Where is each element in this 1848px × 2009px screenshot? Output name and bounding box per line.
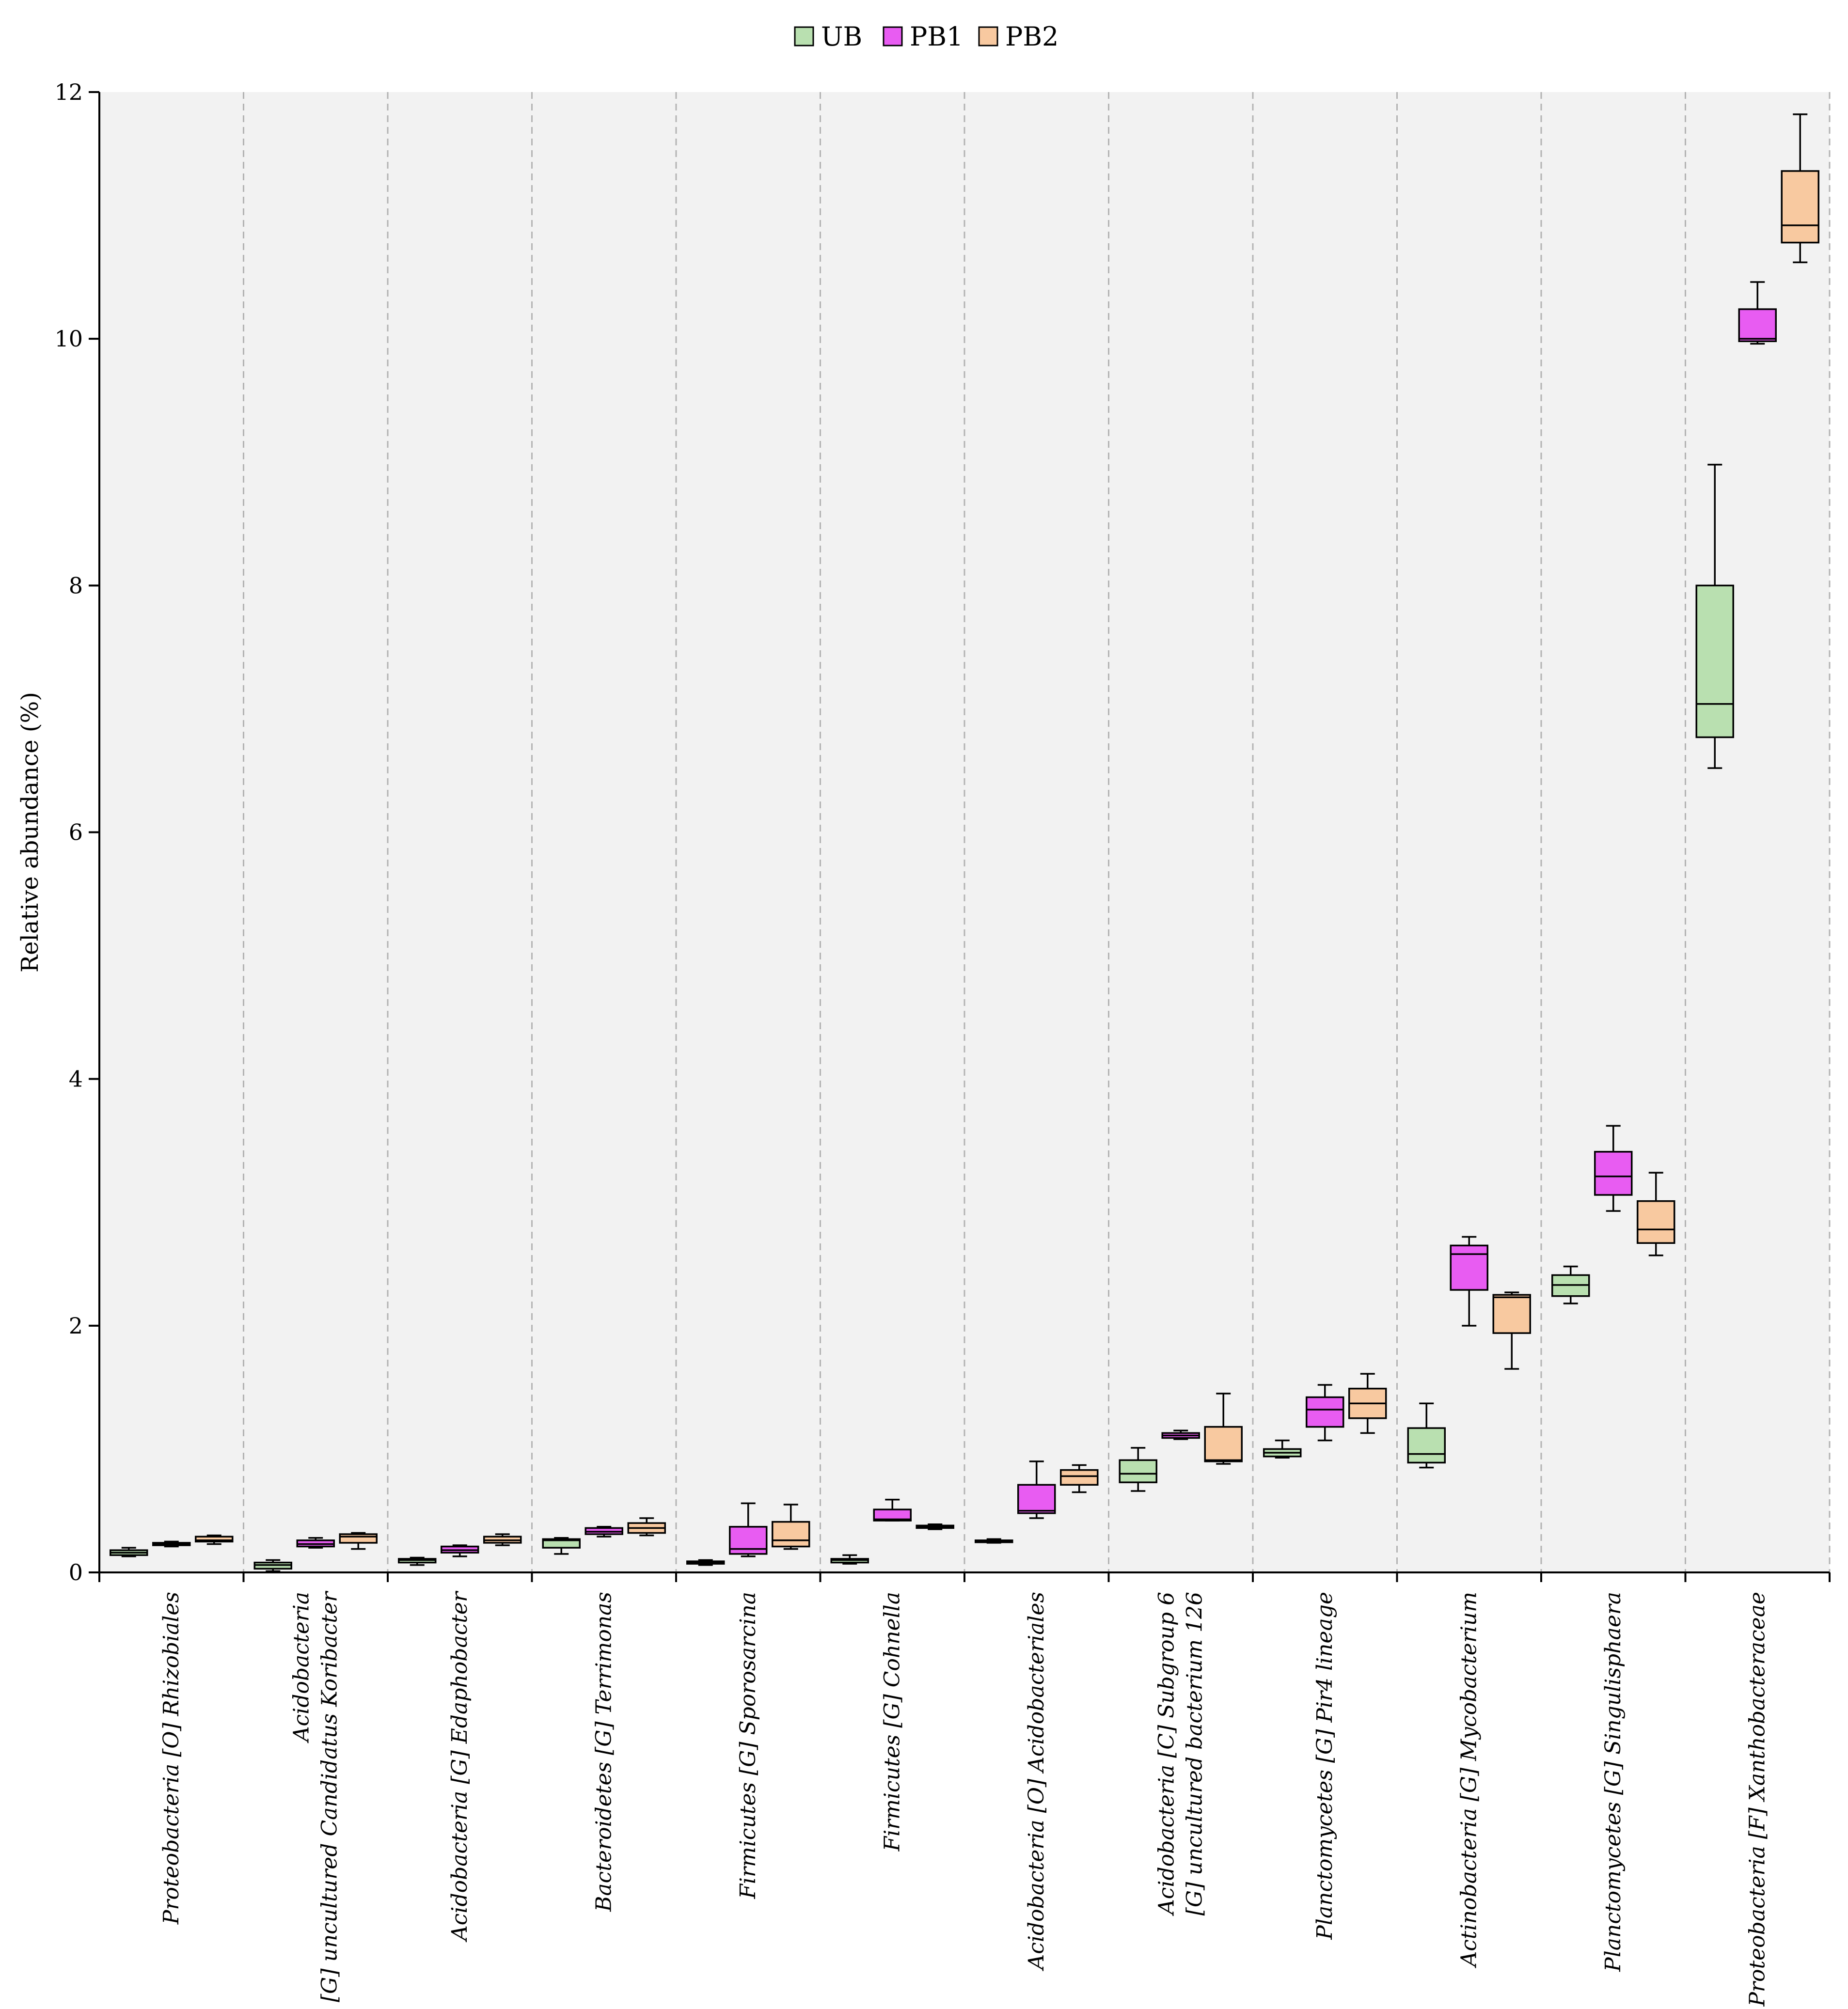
category-group bbox=[1695, 113, 1819, 769]
box-pb1 bbox=[873, 1508, 912, 1522]
legend-swatch-pb2 bbox=[978, 26, 998, 47]
box-pb2 bbox=[772, 1521, 810, 1548]
category-group bbox=[110, 1534, 234, 1557]
box-pb2 bbox=[339, 1533, 378, 1544]
category-label: Proteobacteria [O] Rhizobiales bbox=[159, 1592, 184, 1925]
category-group bbox=[830, 1499, 954, 1565]
category-label: Bacteroidetes [G] Terrimonas bbox=[591, 1592, 616, 1912]
category-label: Planctomycetes [G] Singulisphaera bbox=[1601, 1592, 1626, 1972]
category-label: Acidobacteria [C] Subgroup 6 bbox=[1154, 1592, 1179, 1916]
category-label: [G] uncultured Candidatus Koribacter bbox=[317, 1590, 342, 2002]
box-pb2 bbox=[1637, 1200, 1675, 1244]
box-pb1 bbox=[1450, 1244, 1488, 1291]
box-pb2 bbox=[195, 1536, 234, 1543]
box-ub bbox=[1695, 584, 1734, 738]
category-label: [G] uncultured bacterium 126 bbox=[1182, 1592, 1207, 1915]
category-group bbox=[253, 1532, 378, 1572]
y-tick-label: 4 bbox=[69, 1066, 83, 1092]
box-pb2 bbox=[1492, 1294, 1531, 1334]
category-group bbox=[1407, 1236, 1531, 1469]
box-pb1 bbox=[1017, 1484, 1056, 1514]
category-label: Planctomycetes [G] Pir4 lineage bbox=[1312, 1592, 1337, 1940]
legend-label: UB bbox=[821, 21, 862, 52]
category-group bbox=[1119, 1393, 1243, 1492]
category-label: Actinobacteria [G] Mycobacterium bbox=[1456, 1592, 1481, 1969]
y-axis-title: Relative abundance (%) bbox=[16, 692, 44, 973]
legend-swatch-pb1 bbox=[883, 26, 903, 47]
category-group bbox=[1263, 1373, 1387, 1459]
box-ub bbox=[542, 1538, 581, 1549]
category-label: Firmicutes [G] Sporosarcina bbox=[736, 1592, 760, 1899]
legend-swatch-ub bbox=[794, 26, 814, 47]
category-group bbox=[975, 1460, 1099, 1544]
box-pb2 bbox=[1204, 1426, 1243, 1462]
box-pb1 bbox=[1738, 308, 1777, 343]
box-pb1 bbox=[729, 1526, 768, 1555]
category-separators bbox=[243, 92, 1831, 1572]
axes: 0 2 4 6 8 10 12 bbox=[54, 79, 1831, 1585]
legend-label: PB2 bbox=[1005, 21, 1058, 52]
category-label: Acidobacteria [G] Edaphobacter bbox=[447, 1590, 472, 1943]
y-tick-label: 10 bbox=[54, 326, 83, 352]
legend: UB PB1 PB2 bbox=[794, 21, 1058, 52]
category-group bbox=[398, 1533, 522, 1566]
category-group bbox=[686, 1502, 810, 1566]
y-tick-label: 2 bbox=[69, 1313, 83, 1339]
y-tick-label: 0 bbox=[69, 1559, 83, 1585]
box-pb2 bbox=[1781, 170, 1819, 244]
box-ub bbox=[1119, 1459, 1157, 1483]
box-pb2 bbox=[1060, 1469, 1099, 1486]
box-ub bbox=[1407, 1427, 1446, 1464]
category-label: Proteobacteria [F] Xanthobacteraceae bbox=[1745, 1592, 1769, 2007]
legend-label: PB1 bbox=[910, 21, 963, 52]
category-label: Acidobacteria [O] Acidobacteriales bbox=[1024, 1592, 1049, 1972]
category-label: Firmicutes [G] Cohnella bbox=[880, 1592, 904, 1852]
category-group bbox=[1551, 1125, 1675, 1304]
y-tick-label: 12 bbox=[54, 79, 83, 105]
category-labels: Proteobacteria [O] Rhizobiales Acidobacte… bbox=[159, 1590, 1770, 2007]
category-group bbox=[542, 1517, 666, 1555]
category-label: Acidobacteria bbox=[289, 1592, 314, 1743]
boxes bbox=[110, 113, 1819, 1572]
box-pb1 bbox=[1594, 1151, 1633, 1196]
box-pb1 bbox=[1306, 1396, 1344, 1428]
y-tick-label: 8 bbox=[69, 572, 83, 598]
y-tick-label: 6 bbox=[69, 819, 83, 846]
